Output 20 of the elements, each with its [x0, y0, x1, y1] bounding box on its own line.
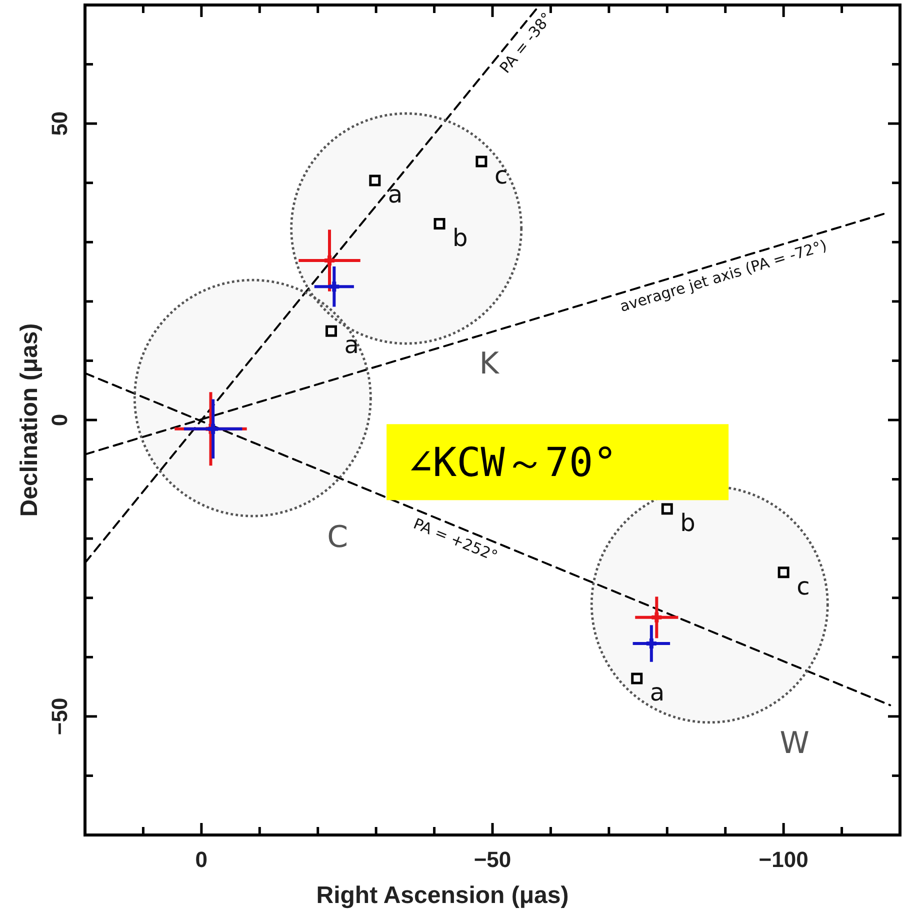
- x-axis-title: Right Ascension (μas): [316, 882, 569, 909]
- series-label: C: [327, 520, 348, 555]
- series-label: c: [494, 162, 508, 190]
- y-axis-title: Declination (μas): [16, 323, 43, 517]
- series-label: b: [452, 224, 468, 252]
- y-tick-label: 0: [47, 414, 72, 426]
- series-label: a: [388, 180, 403, 208]
- y-tick-label: 50: [47, 111, 72, 136]
- annotation: ∠KCW～70°: [408, 440, 618, 486]
- annotation: PA = +252°: [410, 514, 500, 566]
- x-tick-label: −100: [758, 847, 808, 872]
- text: a: [344, 331, 359, 360]
- y-tick-label: −50: [47, 698, 72, 736]
- series-label: W: [780, 726, 810, 762]
- text: c: [796, 572, 810, 600]
- x-tick-label: 0: [195, 847, 208, 872]
- series-label: K: [479, 346, 500, 382]
- text: a: [650, 678, 665, 706]
- x-tick-label: −50: [474, 847, 512, 872]
- text: b: [680, 508, 696, 537]
